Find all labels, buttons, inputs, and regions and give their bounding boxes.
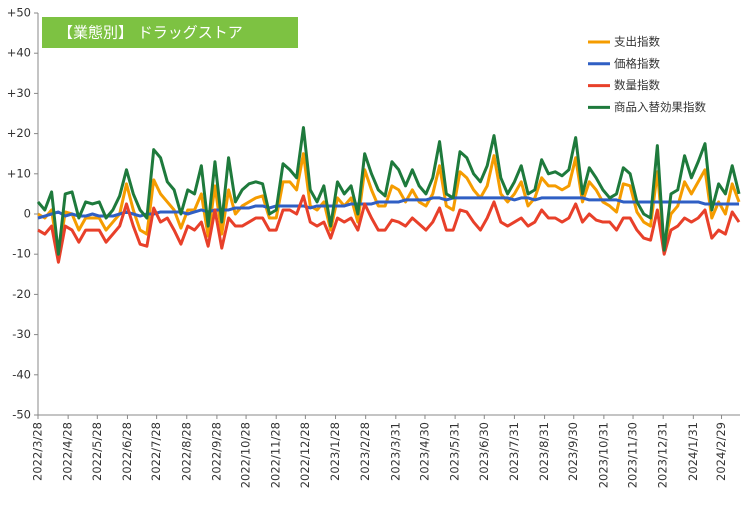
x-tick-label: 2022/8/28 xyxy=(179,422,193,481)
y-tick-label: -30 xyxy=(12,327,31,341)
x-tick-label: 2023/11/30 xyxy=(626,422,640,488)
x-tick-label: 2023/10/31 xyxy=(596,422,610,488)
x-tick-label: 2023/4/30 xyxy=(417,422,431,481)
x-tick-label: 2023/1/28 xyxy=(328,422,342,481)
y-tick-label: -20 xyxy=(12,287,31,301)
legend-label: 商品入替効果指数 xyxy=(614,100,706,114)
y-tick-label: +10 xyxy=(7,166,31,180)
x-tick-label: 2023/3/31 xyxy=(388,422,402,481)
y-tick-label: +30 xyxy=(7,86,31,100)
x-tick-label: 2022/3/28 xyxy=(31,422,45,481)
x-tick-label: 2022/12/28 xyxy=(298,422,312,488)
y-tick-label: +20 xyxy=(7,126,31,140)
x-tick-label: 2023/8/31 xyxy=(537,422,551,481)
y-tick-label: -40 xyxy=(12,367,31,381)
y-tick-label: -50 xyxy=(12,408,31,422)
x-tick-label: 2022/9/28 xyxy=(209,422,223,481)
x-tick-label: 2023/2/28 xyxy=(358,422,372,481)
x-tick-label: 2024/1/31 xyxy=(686,422,700,481)
x-tick-label: 2022/4/28 xyxy=(61,422,75,481)
legend-label: 支出指数 xyxy=(614,35,660,49)
x-tick-label: 2022/6/28 xyxy=(120,422,134,481)
x-tick-label: 2023/6/30 xyxy=(477,422,491,481)
y-tick-label: -10 xyxy=(12,247,31,261)
x-tick-label: 2022/7/28 xyxy=(149,422,163,481)
title-box xyxy=(42,17,298,48)
x-tick-label: 2023/9/30 xyxy=(566,422,580,481)
series-line xyxy=(37,152,741,258)
x-tick-label: 2022/10/28 xyxy=(239,422,253,488)
legend-label: 価格指数 xyxy=(614,56,660,70)
x-tick-label: 2023/5/31 xyxy=(448,422,462,481)
y-tick-label: +50 xyxy=(7,6,31,20)
chart-title: 【業態別】 ドラッグストア xyxy=(58,24,243,42)
legend-label: 数量指数 xyxy=(614,78,660,92)
x-tick-label: 2024/2/29 xyxy=(714,422,728,481)
y-tick-label: 0 xyxy=(24,207,31,221)
series-line xyxy=(36,126,741,256)
x-tick-label: 2023/7/31 xyxy=(507,422,521,481)
y-tick-label: +40 xyxy=(7,46,31,60)
series-line xyxy=(37,194,741,264)
x-tick-label: 2023/12/31 xyxy=(656,422,670,488)
x-tick-label: 2022/5/28 xyxy=(90,422,104,481)
x-tick-label: 2022/11/28 xyxy=(269,422,283,488)
